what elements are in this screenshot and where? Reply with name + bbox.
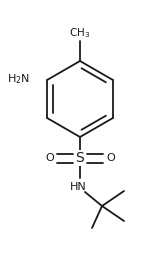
Text: S: S — [76, 151, 84, 165]
Text: O: O — [106, 153, 115, 163]
Text: H$_2$N: H$_2$N — [7, 72, 30, 86]
Text: O: O — [45, 153, 54, 163]
Text: HN: HN — [70, 182, 86, 192]
Text: CH$_3$: CH$_3$ — [69, 26, 91, 40]
